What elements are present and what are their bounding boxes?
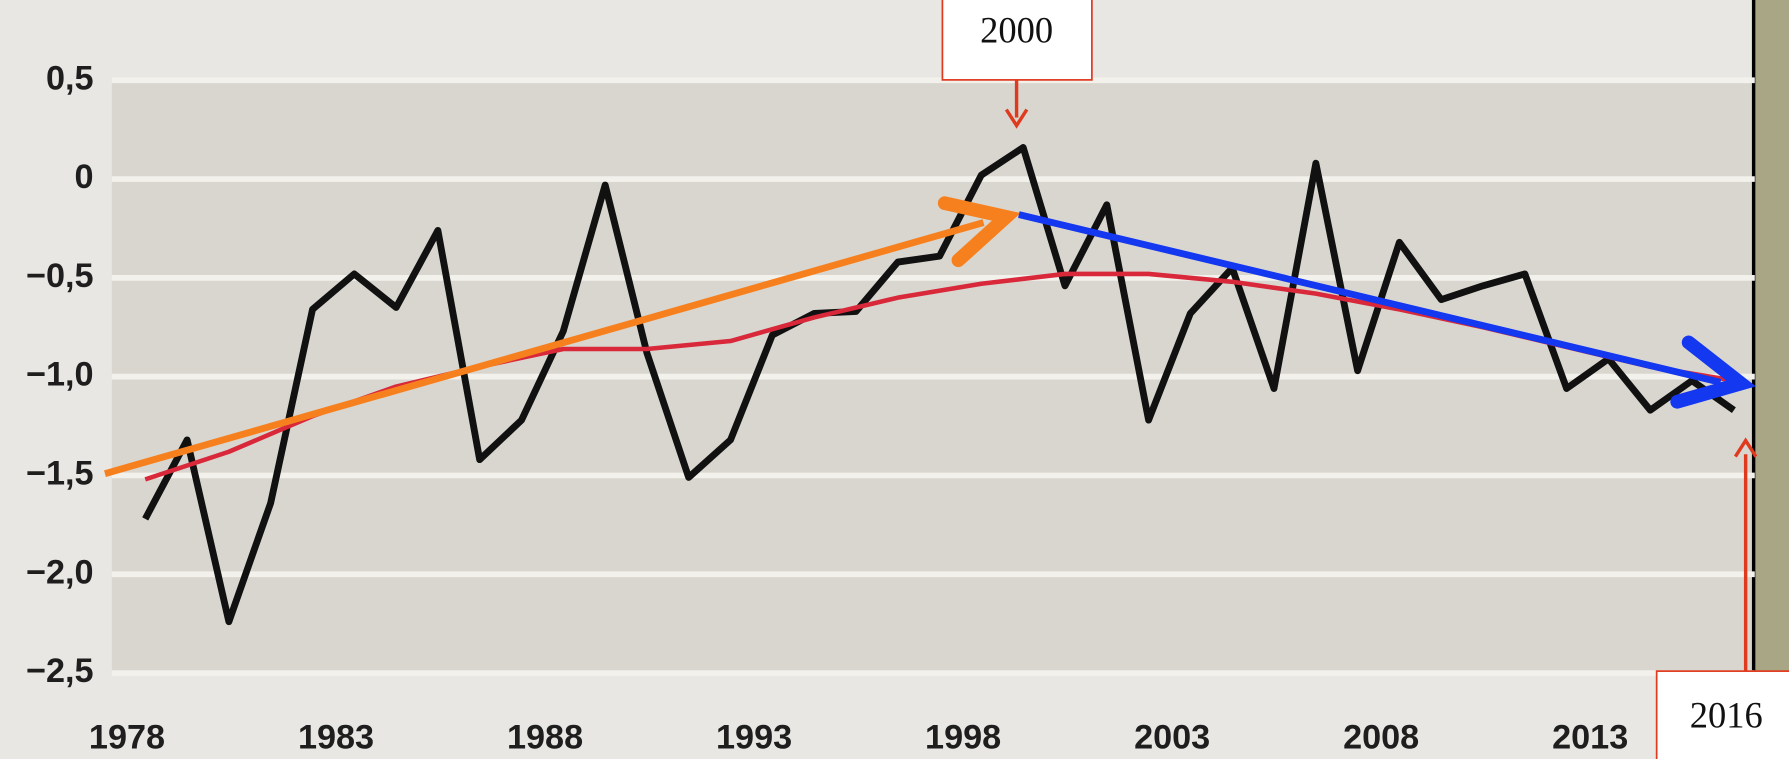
y-tick-label: −2,5 (26, 652, 94, 690)
annotation-arrowhead (1733, 437, 1758, 458)
trend-arrows (104, 196, 1756, 477)
x-tick-label: 1978 (89, 719, 165, 757)
x-tick-label: 1993 (716, 719, 792, 757)
x-tick-label: 1998 (925, 719, 1001, 757)
annotation: 2016 (1690, 694, 1763, 735)
y-tick-label: 0,5 (46, 59, 94, 97)
y-tick-label: −2,0 (26, 553, 94, 591)
blue-arrow (1018, 211, 1722, 386)
side-strip (1754, 0, 1789, 759)
grid (111, 77, 1755, 676)
x-tick-label: 2003 (1134, 719, 1210, 757)
data-line (142, 144, 1736, 626)
blue-arrowhead (1670, 335, 1756, 409)
annotation: 2000 (980, 10, 1053, 51)
annotation-box (941, 0, 1093, 81)
x-tick-label: 2013 (1552, 719, 1628, 757)
y-tick-label: −1,5 (26, 454, 94, 492)
orange-arrowhead (937, 196, 1021, 268)
x-tick-label: 2008 (1343, 719, 1419, 757)
y-tick-label: 0 (75, 158, 94, 196)
y-tick-label: −0,5 (26, 257, 94, 295)
annotation-arrowhead (1004, 108, 1029, 129)
y-tick-label: −1,0 (26, 356, 94, 394)
x-tick-label: 1988 (507, 719, 583, 757)
annotation-box (1655, 670, 1789, 759)
orange-arrow (104, 219, 985, 477)
x-tick-label: 1983 (298, 719, 374, 757)
